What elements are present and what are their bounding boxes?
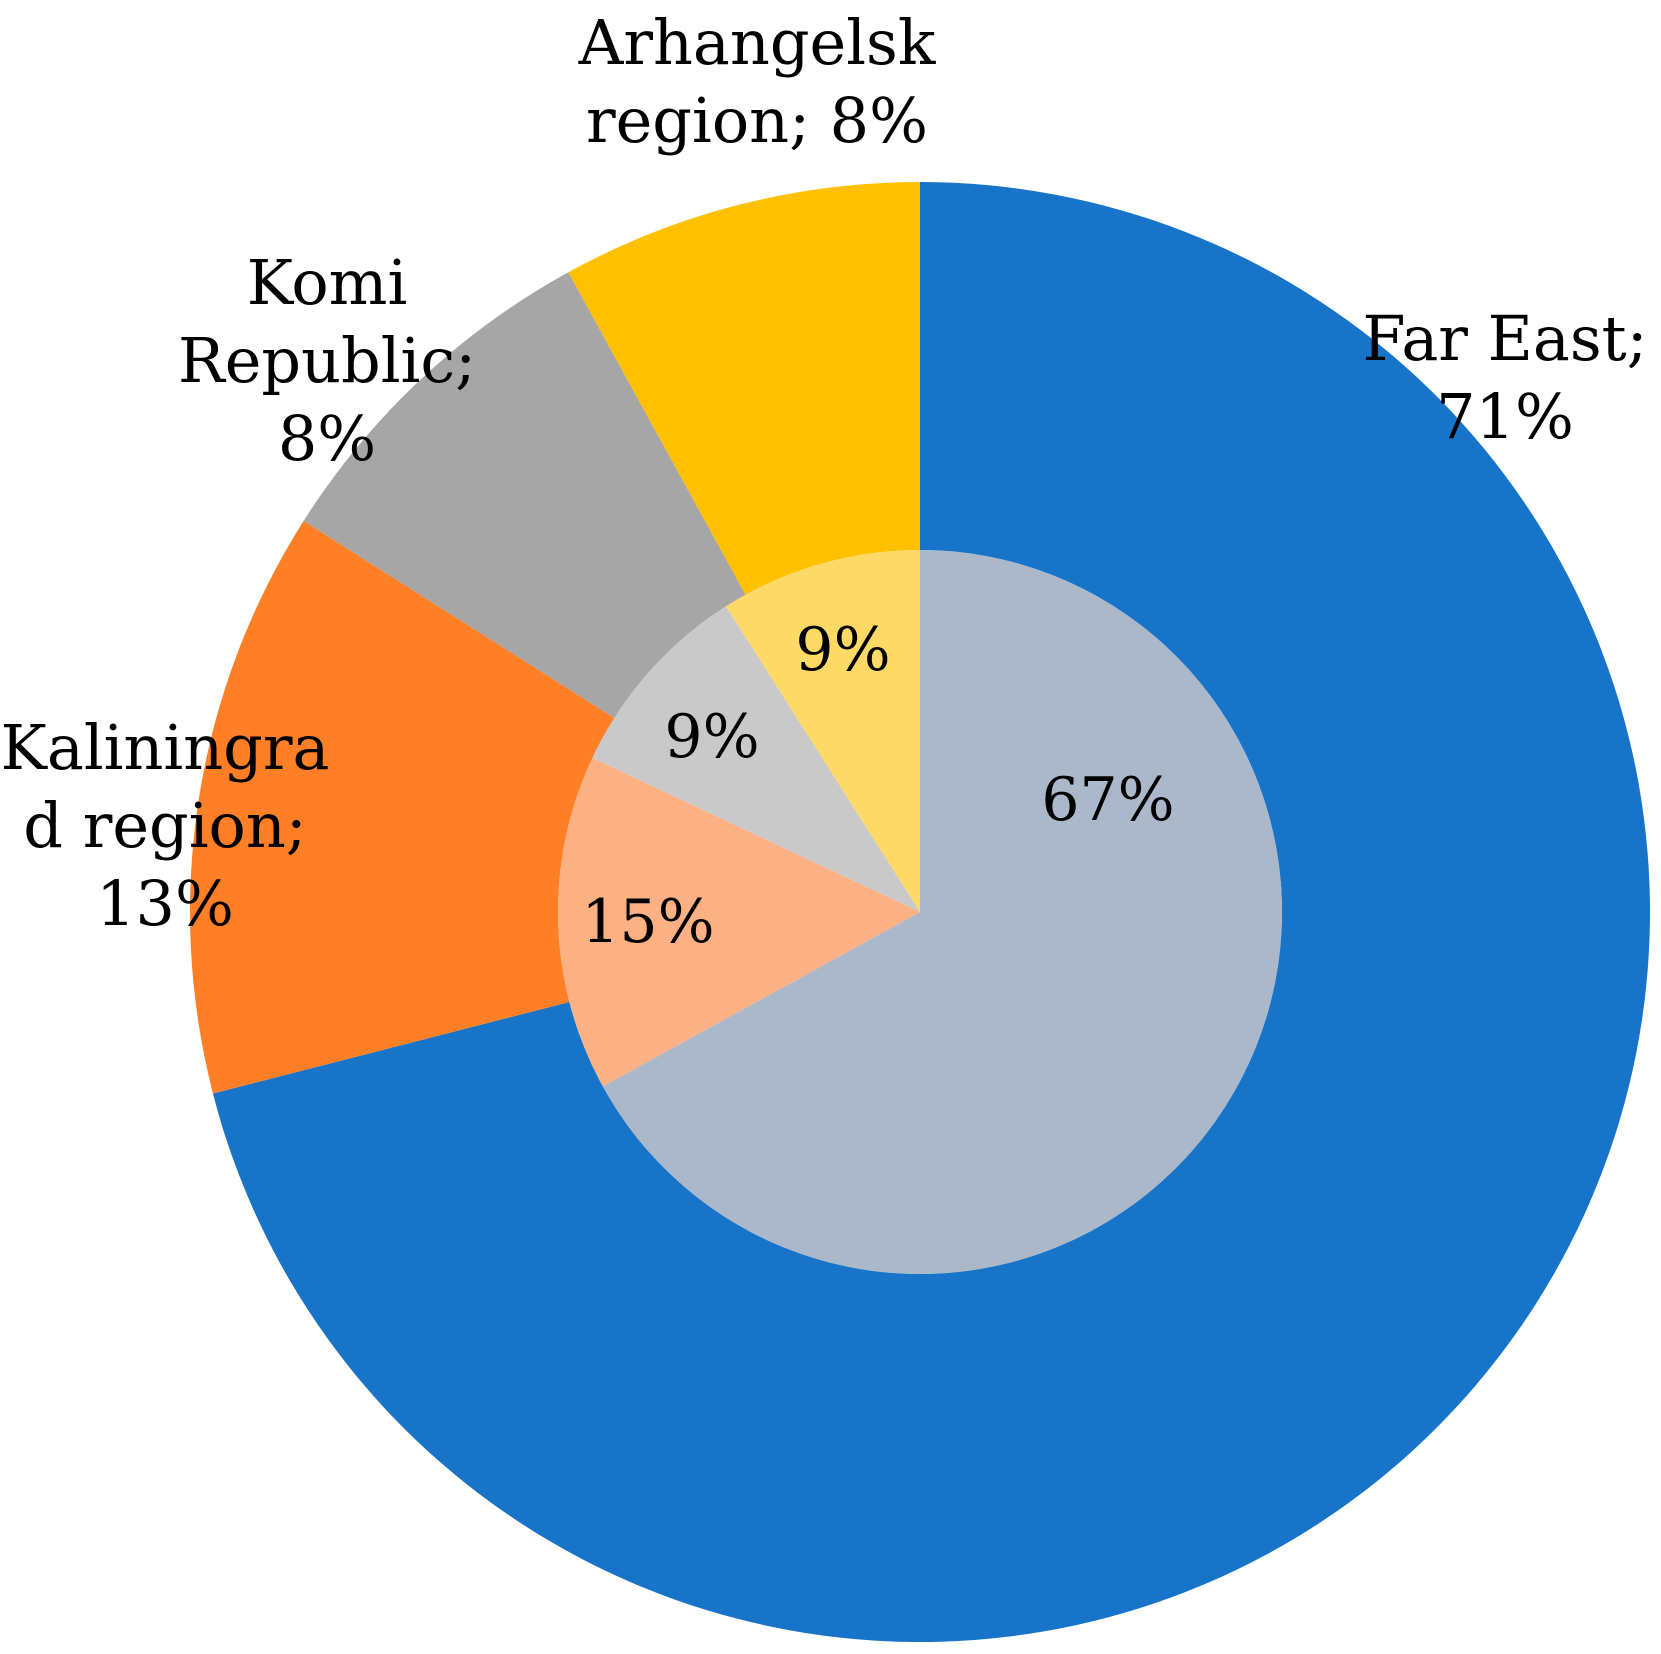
outer-label-komi-republic: Komi Republic; 8%	[178, 246, 476, 475]
outer-label-arhangelsk-region: Arhangelsk region; 8%	[578, 6, 936, 157]
inner-label-3: 9%	[664, 702, 759, 772]
outer-ring	[190, 182, 1651, 1642]
inner-pie	[558, 550, 1282, 1274]
outer-slice-far-east	[212, 182, 1651, 1642]
outer-slice-kaliningrad-region	[190, 520, 615, 1094]
inner-slice-3	[592, 606, 920, 912]
inner-label-1: 67%	[1041, 765, 1174, 835]
outer-label-far-east: Far East; 71%	[1363, 302, 1648, 453]
inner-slice-1	[602, 550, 1282, 1274]
inner-label-4: 9%	[795, 615, 890, 685]
outer-label-kaliningrad-region: Kaliningra d region; 13%	[1, 711, 330, 940]
data-labels: Far East; 71% Kaliningra d region; 13% Komi Re…	[1, 6, 1648, 957]
inner-label-2: 15%	[581, 887, 714, 957]
outer-slice-komi-republic	[303, 272, 746, 719]
inner-slice-2	[558, 757, 920, 1087]
outer-slice-arhangelsk-region	[568, 182, 920, 595]
inner-slice-4	[726, 550, 920, 912]
